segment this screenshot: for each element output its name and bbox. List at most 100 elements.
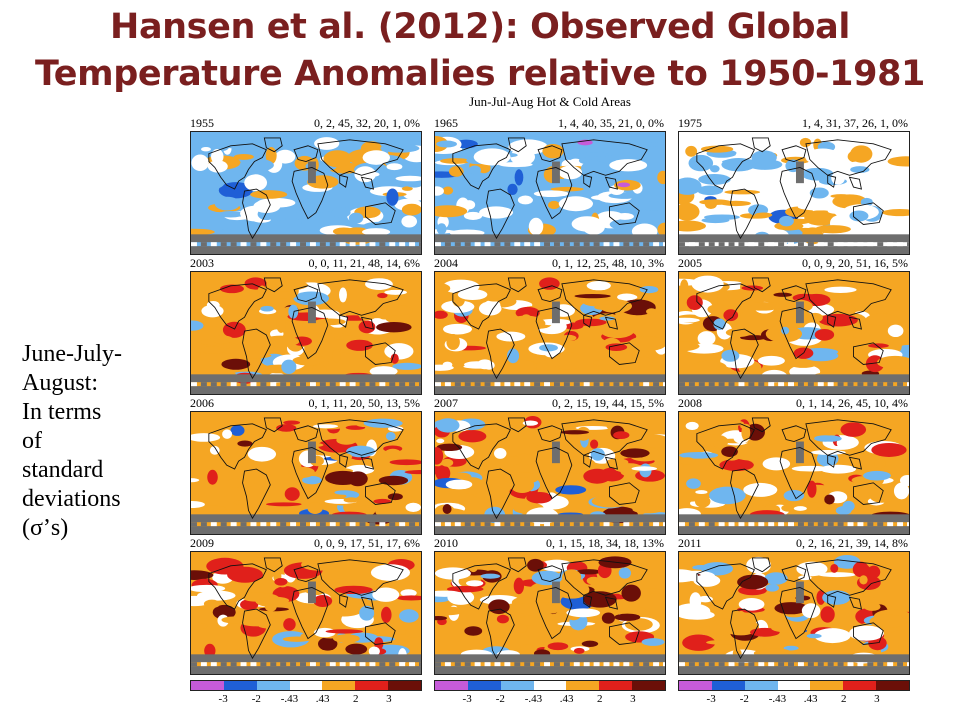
coastline — [365, 622, 396, 645]
legend-swatch — [744, 681, 778, 690]
no-data-dash — [907, 382, 909, 387]
anomaly-patch — [362, 228, 391, 236]
anomaly-patch — [791, 465, 830, 472]
anomaly-patch — [505, 315, 546, 332]
anomaly-map-svg — [435, 412, 665, 534]
no-data-dash — [633, 382, 640, 387]
anomaly-patch — [713, 440, 722, 448]
anomaly-patch — [435, 310, 448, 319]
no-data-dash — [250, 242, 257, 247]
no-data-area — [191, 234, 421, 243]
panel-header: 2007 0, 2, 15, 19, 44, 15, 5% — [432, 396, 668, 410]
panel-year: 2008 — [678, 396, 702, 410]
anomaly-patch — [333, 335, 361, 341]
coastline — [853, 202, 884, 225]
anomaly-patch — [311, 364, 327, 376]
coastlines — [696, 417, 892, 520]
no-data-dash — [534, 382, 541, 387]
anomaly-patch — [693, 574, 721, 587]
no-data-dash — [444, 382, 451, 387]
anomaly-patch — [282, 636, 311, 642]
coastlines — [208, 137, 404, 240]
no-data-dash — [369, 242, 376, 247]
no-data-dash — [553, 382, 560, 387]
no-data-area — [435, 246, 665, 254]
anomaly-patch — [783, 489, 805, 502]
no-data-dash — [827, 382, 834, 387]
anomaly-patch — [697, 331, 716, 346]
coastline — [452, 563, 511, 610]
anomaly-patch — [260, 305, 274, 312]
anomaly-patch — [709, 165, 720, 173]
anomaly-patch — [849, 625, 884, 641]
no-data-dash — [817, 662, 824, 667]
anomaly-patch — [709, 486, 746, 505]
anomaly-patch — [441, 570, 469, 577]
anomaly-patch — [253, 640, 274, 648]
anomaly-patch — [191, 320, 204, 331]
no-data-dash — [280, 522, 287, 527]
anomaly-patch — [283, 618, 296, 631]
anomaly-patch — [389, 459, 421, 466]
legend-swatch — [876, 681, 910, 690]
anomaly-patch — [377, 309, 393, 320]
anomaly-patch — [746, 556, 771, 574]
anomaly-patch — [207, 160, 228, 173]
no-data-dash — [359, 242, 366, 247]
anomaly-patch — [679, 496, 704, 502]
coastline — [293, 145, 319, 162]
anomaly-patch — [507, 183, 518, 195]
map-panel-1955: 1955 0, 2, 45, 32, 20, 1, 0% — [188, 116, 424, 256]
anomaly-patch — [309, 309, 340, 318]
coastline — [263, 137, 283, 153]
coastline — [805, 559, 892, 596]
anomaly-patch — [748, 170, 784, 177]
anomaly-patch — [571, 216, 603, 232]
side-caption-line: deviations — [22, 486, 121, 512]
coastline — [781, 425, 807, 442]
no-data-dash — [573, 522, 580, 527]
legend-swatch — [599, 681, 633, 690]
anomaly-patch — [413, 557, 421, 572]
coastline — [365, 342, 396, 365]
coastline — [827, 174, 862, 190]
no-data-dash — [897, 382, 904, 387]
no-data-dash — [399, 242, 406, 247]
anomaly-patch — [590, 439, 599, 449]
anomaly-patch — [639, 285, 659, 294]
title-line-2: Temperature Anomalies relative to 1950-1… — [34, 54, 925, 94]
no-data-dash — [309, 522, 316, 527]
no-data-dash — [409, 382, 416, 387]
anomaly-patch — [869, 614, 907, 629]
anomaly-patch — [240, 599, 259, 611]
anomaly-map-svg — [191, 132, 421, 254]
no-data-dash — [339, 382, 346, 387]
no-data-dash — [698, 662, 705, 667]
anomaly-patch — [793, 506, 807, 511]
no-data-dash — [379, 662, 386, 667]
coastline — [208, 283, 267, 330]
anomaly-patch — [586, 281, 611, 291]
anomaly-patch — [464, 626, 483, 636]
anomaly-patch — [554, 580, 590, 599]
anomaly-patch — [542, 144, 564, 159]
anomaly-patch — [799, 137, 812, 148]
anomaly-patch — [601, 612, 615, 624]
coastline — [583, 454, 618, 470]
anomaly-patch — [191, 174, 225, 191]
anomaly-patch — [679, 439, 712, 453]
no-data-dash — [339, 662, 346, 667]
no-data-dash — [718, 382, 725, 387]
no-data-dash — [454, 522, 461, 527]
anomaly-patch — [824, 286, 857, 293]
no-data-dash — [454, 382, 461, 387]
no-data-dash — [748, 242, 755, 247]
anomaly-patch — [515, 306, 540, 319]
anomaly-patch — [228, 440, 238, 458]
anomaly-patch — [526, 491, 553, 504]
no-data-area — [795, 161, 804, 184]
anomaly-patch — [191, 500, 205, 509]
anomaly-patch — [720, 298, 756, 307]
coastline — [208, 423, 267, 470]
anomaly-patch — [435, 186, 444, 196]
